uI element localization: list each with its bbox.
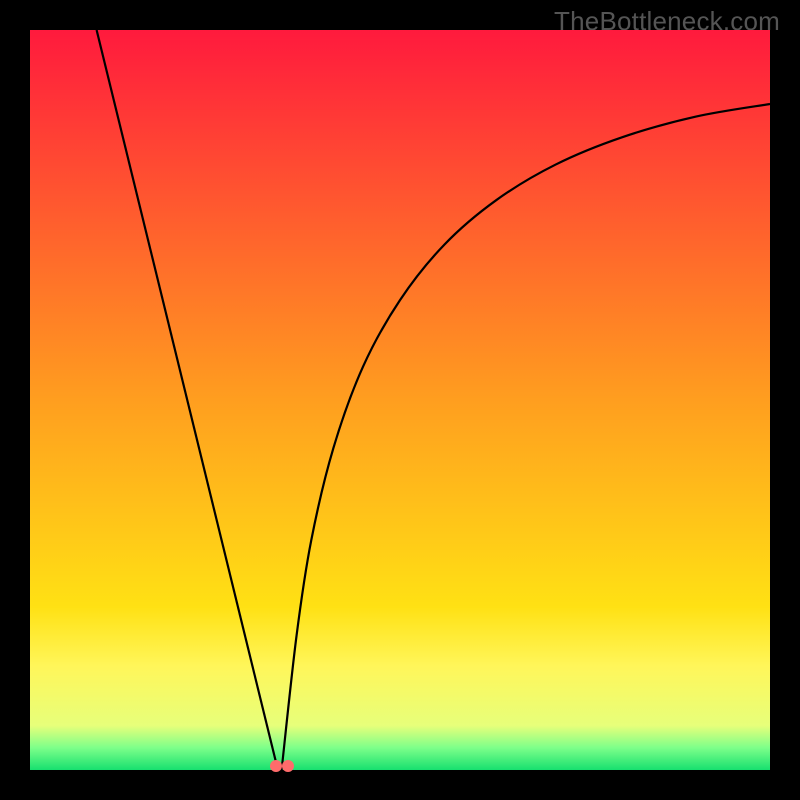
minimum-marker	[270, 760, 282, 772]
chart-frame: TheBottleneck.com	[0, 0, 800, 800]
curve-line	[30, 30, 770, 770]
minimum-marker	[282, 760, 294, 772]
plot-area	[30, 30, 770, 770]
